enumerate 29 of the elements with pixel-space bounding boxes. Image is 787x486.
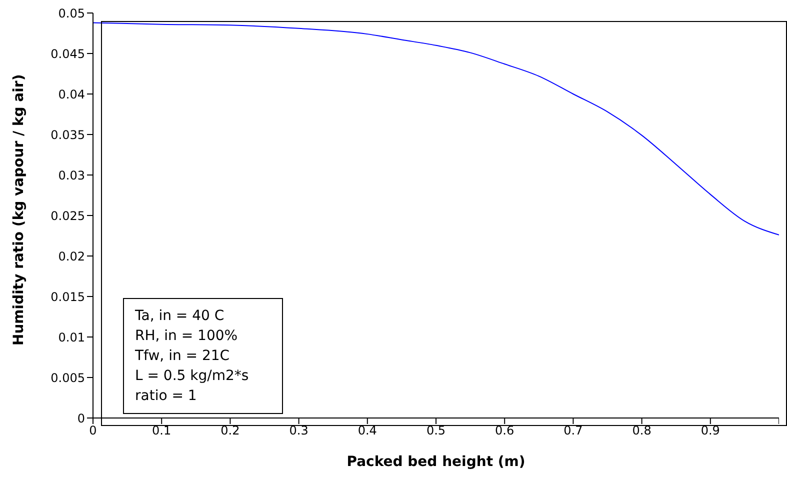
x-axis-title: Packed bed height (m) xyxy=(346,454,526,470)
y-tick-label: 0.005 xyxy=(50,370,85,385)
annotation: RH, in = 100% xyxy=(135,327,239,346)
y-tick-label: 0.04 xyxy=(58,87,85,102)
x-tick-label: 0.7 xyxy=(564,424,583,438)
y-tick-label: 0.045 xyxy=(50,46,85,61)
x-tick-label: 0.3 xyxy=(289,424,308,438)
y-tick-label: 0.01 xyxy=(58,330,85,344)
x-tick-label: 0.8 xyxy=(632,424,652,438)
y-tick-label: 0.025 xyxy=(50,208,85,223)
line-series xyxy=(93,22,779,236)
y-tick-label: 0.035 xyxy=(50,128,85,142)
x-tick-label: 0.4 xyxy=(358,424,377,438)
annotation: L = 0.5 kg/m2*s xyxy=(135,367,250,386)
x-tick-label: 0.9 xyxy=(700,424,720,438)
y-tick-label: 0.03 xyxy=(58,168,85,182)
x-tick-label: 0.1 xyxy=(152,424,172,438)
annotation: Tfw, in = 21C xyxy=(135,347,231,366)
annotation: ratio = 1 xyxy=(135,387,198,406)
x-tick-label: 0.5 xyxy=(426,424,446,438)
annotation: Ta, in = 40 C xyxy=(135,307,226,326)
y-axis-title: Humidity ratio (kg vapour / kg air) xyxy=(10,74,27,346)
y-tick-label: 0.02 xyxy=(58,249,85,264)
y-tick-label: 0.015 xyxy=(50,290,85,304)
y-tick-label: 0 xyxy=(77,411,85,426)
y-tick-label: 0.05 xyxy=(58,6,85,20)
x-tick-label: 0.2 xyxy=(220,424,240,438)
x-tick-label: 0.6 xyxy=(495,424,514,438)
x-tick-label: 0 xyxy=(89,424,97,438)
